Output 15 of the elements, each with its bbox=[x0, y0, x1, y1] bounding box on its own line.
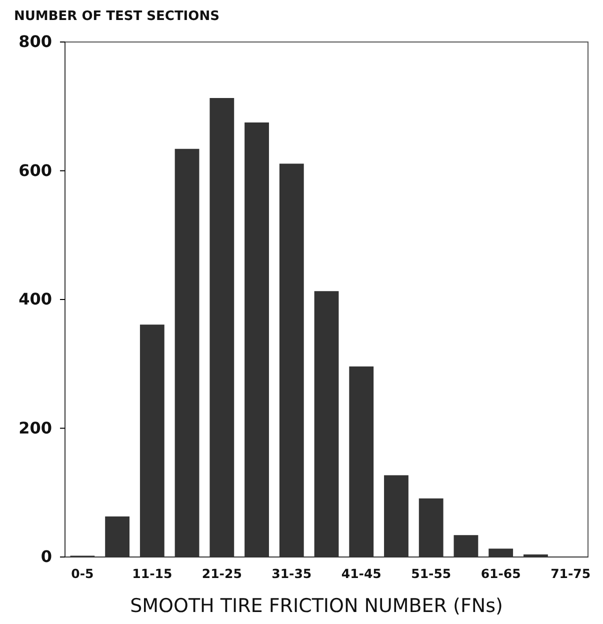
x-tick-label: 51-55 bbox=[411, 566, 452, 581]
x-tick-label: 41-45 bbox=[341, 566, 382, 581]
x-tick-label: 31-35 bbox=[272, 566, 312, 581]
x-tick-label: 11-15 bbox=[132, 566, 172, 581]
x-axis-title: SMOOTH TIRE FRICTION NUMBER (FNs) bbox=[130, 595, 503, 617]
x-tick-label: 61-65 bbox=[480, 566, 521, 581]
y-tick-label: 0 bbox=[40, 547, 52, 566]
x-tick-label: 0-5 bbox=[71, 566, 94, 581]
y-tick-label: 800 bbox=[18, 32, 52, 52]
x-tick-label: 21-25 bbox=[202, 566, 242, 581]
y-tick-label: 600 bbox=[18, 160, 52, 180]
y-tick-label: 400 bbox=[18, 290, 52, 309]
x-tick-label: 71-75 bbox=[550, 566, 591, 581]
y-tick-label: 200 bbox=[18, 418, 52, 438]
y-axis-title: NUMBER OF TEST SECTIONS bbox=[14, 9, 220, 24]
